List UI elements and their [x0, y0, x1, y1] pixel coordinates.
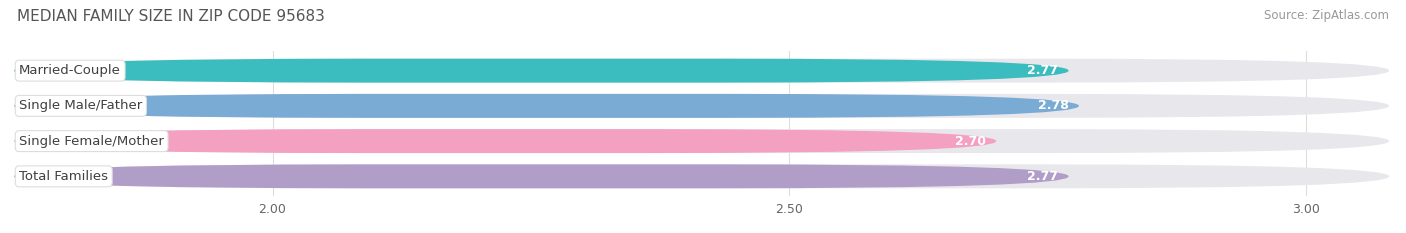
Text: Single Female/Mother: Single Female/Mother	[20, 135, 165, 148]
Text: Married-Couple: Married-Couple	[20, 64, 121, 77]
FancyBboxPatch shape	[14, 94, 1078, 118]
Text: 2.77: 2.77	[1028, 64, 1059, 77]
Text: Source: ZipAtlas.com: Source: ZipAtlas.com	[1264, 9, 1389, 22]
FancyBboxPatch shape	[14, 59, 1389, 83]
FancyBboxPatch shape	[14, 94, 1389, 118]
Text: MEDIAN FAMILY SIZE IN ZIP CODE 95683: MEDIAN FAMILY SIZE IN ZIP CODE 95683	[17, 9, 325, 24]
Text: 2.77: 2.77	[1028, 170, 1059, 183]
FancyBboxPatch shape	[14, 164, 1069, 188]
FancyBboxPatch shape	[14, 164, 1389, 188]
FancyBboxPatch shape	[14, 129, 1389, 153]
FancyBboxPatch shape	[14, 129, 997, 153]
Text: 2.70: 2.70	[955, 135, 986, 148]
FancyBboxPatch shape	[14, 59, 1069, 83]
Text: Single Male/Father: Single Male/Father	[20, 99, 142, 112]
Text: Total Families: Total Families	[20, 170, 108, 183]
Text: 2.78: 2.78	[1038, 99, 1069, 112]
